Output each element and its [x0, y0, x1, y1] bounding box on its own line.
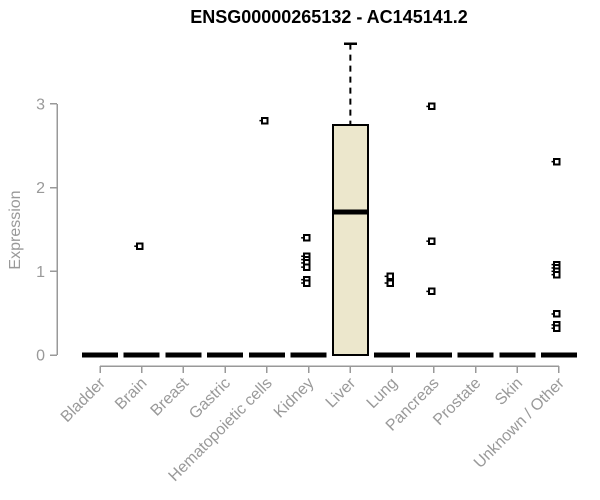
y-axis-label: Expression — [7, 190, 24, 269]
outlier-point — [428, 287, 436, 296]
flat-box-Brain — [123, 352, 160, 358]
y-axis: 0 1 2 3 — [36, 96, 58, 365]
flat-box-Breast — [165, 352, 202, 358]
outlier-point — [302, 234, 311, 242]
box-series — [82, 42, 577, 358]
x-category-label: Skin — [492, 375, 526, 409]
y-tick-label: 3 — [36, 96, 45, 113]
flat-box-Prostate — [457, 352, 494, 358]
y-tick-label: 1 — [36, 264, 45, 281]
outlier-point — [386, 279, 394, 287]
flat-box-Kidney — [290, 352, 327, 358]
y-tick-label: 0 — [36, 348, 45, 365]
outlier-point — [428, 102, 436, 111]
box-Liver — [331, 123, 369, 356]
flat-box-Unknown / Other — [540, 352, 577, 358]
flat-box-Gastric — [207, 352, 244, 358]
outlier-point — [553, 310, 561, 318]
flat-box-Pancreas — [415, 352, 452, 358]
outlier-point — [386, 272, 394, 281]
x-category-label: Breast — [148, 374, 193, 419]
flat-box-Bladder — [82, 352, 118, 358]
flat-box-Hematopoietic cells — [248, 352, 285, 358]
outlier-points — [134, 102, 561, 332]
flat-box-Lung — [374, 352, 411, 358]
outlier-point — [302, 279, 311, 287]
outlier-point — [553, 324, 561, 332]
flat-box-Skin — [499, 352, 536, 358]
x-category-label: Liver — [323, 374, 360, 411]
x-category-label: Brain — [112, 375, 150, 413]
x-category-label: Lung — [364, 375, 401, 412]
outlier-point — [553, 157, 561, 166]
outlier-point — [302, 263, 311, 271]
chart-title: ENSG00000265132 - AC145141.2 — [190, 7, 468, 27]
y-tick-label: 2 — [36, 180, 45, 197]
outlier-point — [135, 242, 144, 250]
outlier-point — [261, 116, 269, 125]
x-category-label: Kidney — [271, 375, 318, 422]
outlier-point — [428, 237, 436, 245]
outlier-point — [553, 270, 561, 279]
x-category-label: Bladder — [58, 374, 109, 425]
